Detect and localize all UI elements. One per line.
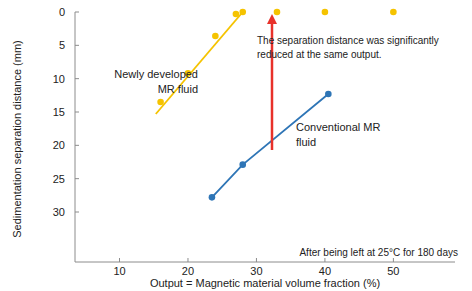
- y-tick-label: 25: [53, 173, 65, 185]
- data-point: [157, 99, 164, 106]
- annotation-line: reduced at the same output.: [257, 49, 382, 60]
- y-tick: [75, 78, 79, 79]
- annotation: The separation distance was significantl…: [257, 35, 439, 60]
- x-tick: [324, 258, 325, 262]
- series-line: [156, 12, 243, 114]
- series-line: [212, 94, 328, 197]
- series-label-line: fluid: [296, 136, 316, 148]
- data-point: [325, 91, 332, 98]
- series-label: Newly developed MR fluid: [114, 68, 198, 95]
- y-tick-label: 5: [59, 39, 65, 51]
- series-label: Conventional MR fluid: [296, 121, 380, 148]
- x-tick-label: 10: [113, 265, 125, 277]
- data-point: [274, 9, 281, 16]
- y-tick: [75, 112, 79, 113]
- series-label-line: Newly developed: [114, 68, 198, 80]
- y-tick: [75, 178, 79, 179]
- series-label-line: Conventional MR: [296, 121, 380, 133]
- data-point: [209, 194, 216, 201]
- x-axis-line: [75, 262, 455, 263]
- data-point: [239, 161, 246, 168]
- x-tick: [187, 258, 188, 262]
- annotation-line: After being left at 25°C for 180 days: [299, 247, 458, 258]
- y-tick: [75, 45, 79, 46]
- y-tick-label: 30: [53, 206, 65, 218]
- annotation-line: The separation distance was significantl…: [257, 35, 439, 46]
- x-tick-label: 30: [250, 265, 262, 277]
- y-tick-label: 15: [53, 106, 65, 118]
- data-point: [390, 9, 397, 16]
- series-label-line: MR fluid: [158, 83, 198, 95]
- y-tick-label: 20: [53, 139, 65, 151]
- x-tick-label: 40: [319, 265, 331, 277]
- x-tick: [256, 258, 257, 262]
- y-tick: [75, 145, 79, 146]
- annotation: After being left at 25°C for 180 days: [299, 247, 458, 258]
- chart: 0 5 10 15 20 25 30 10 20 30 40 50 Output = Magnetic …: [0, 0, 472, 291]
- data-point: [239, 9, 246, 16]
- y-axis-line: [75, 12, 76, 262]
- x-tick-label: 50: [387, 265, 399, 277]
- data-point: [212, 33, 219, 40]
- y-axis-label: Sedimentation separation distance (mm): [11, 40, 23, 237]
- y-tick-label: 0: [59, 6, 65, 18]
- x-tick: [119, 258, 120, 262]
- y-tick: [75, 212, 79, 213]
- x-tick: [393, 258, 394, 262]
- y-tick: [75, 12, 79, 13]
- data-point: [233, 11, 240, 18]
- x-tick-label: 20: [182, 265, 194, 277]
- data-point: [322, 9, 329, 16]
- x-axis-label: Output = Magnetic material volume fracti…: [150, 277, 380, 289]
- y-tick-label: 10: [53, 73, 65, 85]
